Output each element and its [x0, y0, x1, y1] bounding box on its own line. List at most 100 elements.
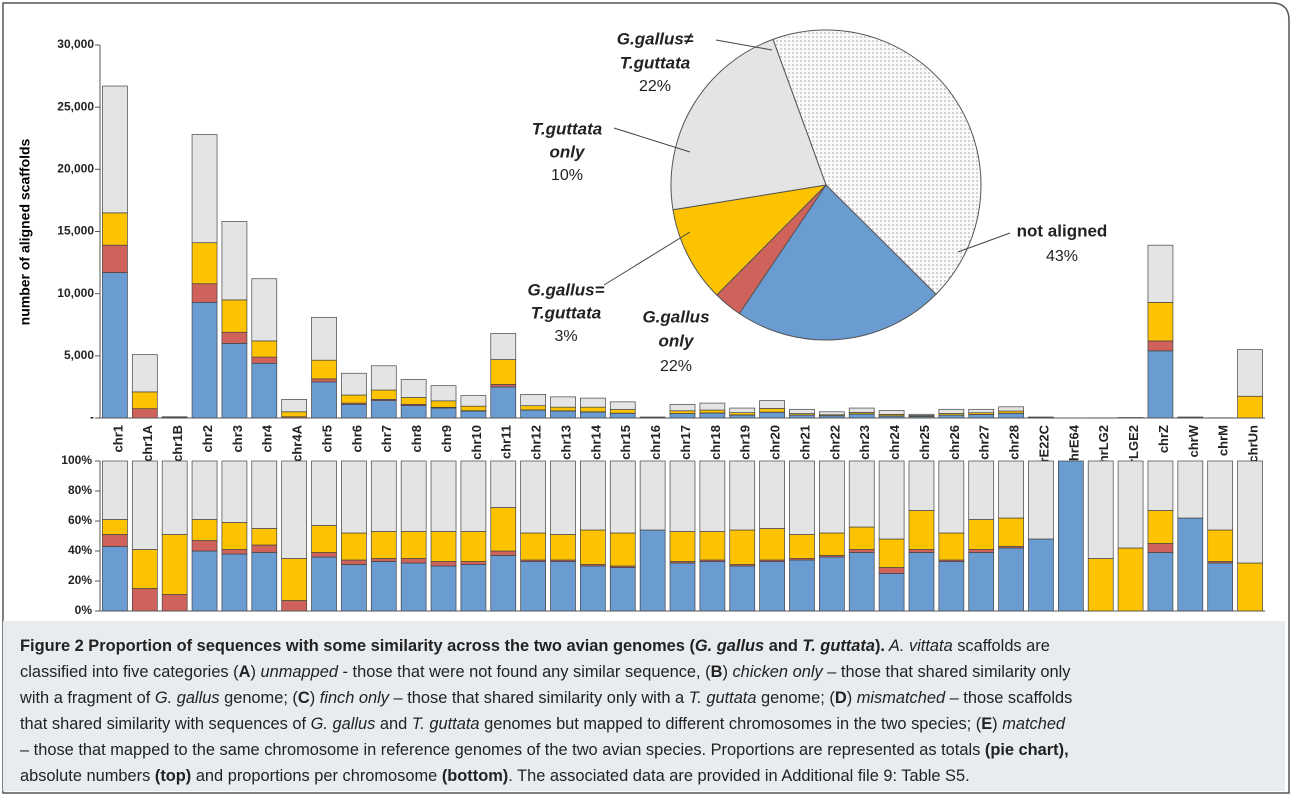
- bar-segment: [161, 416, 188, 418]
- bar-segment: [819, 532, 845, 556]
- bar-segment: [609, 412, 636, 419]
- bar-segment: [221, 549, 248, 555]
- bar-segment: [161, 534, 188, 595]
- bar-segment: [908, 549, 935, 553]
- bar-segment: [430, 400, 457, 408]
- caption-line: classified into five categories (A) unma…: [20, 659, 1285, 685]
- x-tick-label: chr13: [558, 425, 573, 460]
- x-tick-label: chr24: [887, 424, 902, 459]
- bar-segment: [400, 562, 427, 612]
- x-tick-label: chr20: [768, 425, 783, 460]
- bar-segment: [998, 406, 1024, 412]
- bar-segment: [669, 562, 696, 612]
- bar-segment: [550, 396, 576, 408]
- bar-segment: [520, 561, 546, 612]
- bar-segment: [490, 507, 517, 552]
- caption-text: matched: [1002, 715, 1066, 733]
- y-tick-label: 60%: [68, 513, 92, 527]
- bar-segment: [938, 532, 965, 561]
- bar-segment: [251, 544, 278, 553]
- bar-segment: [430, 460, 457, 532]
- bar-segment: [102, 272, 128, 419]
- caption: Figure 2 Proportion of sequences with so…: [3, 621, 1285, 791]
- bar-segment: [580, 460, 606, 531]
- bar-segment: [251, 340, 278, 358]
- x-tick-label: chr18: [708, 425, 723, 460]
- bar-segment: [1237, 562, 1263, 612]
- bar-segment: [131, 549, 158, 589]
- bar-segment: [460, 405, 487, 412]
- bar-segment: [311, 381, 337, 419]
- caption-text: ): [722, 663, 733, 681]
- x-tick-label: chr21: [797, 425, 812, 460]
- caption-line: Figure 2 Proportion of sequences with so…: [20, 633, 1285, 659]
- caption-text: . The associated data are provided in Ad…: [508, 767, 970, 785]
- caption-text: Figure 2 Proportion of sequences with so…: [20, 637, 695, 655]
- bar-segment: [1207, 562, 1234, 612]
- caption-line: that shared similarity with sequences of…: [20, 711, 1285, 737]
- bar-segment: [908, 510, 935, 550]
- bar-segment: [281, 460, 308, 559]
- bar-segment: [430, 561, 457, 567]
- bar-segment: [102, 534, 128, 547]
- bar-segment: [1237, 460, 1263, 564]
- x-tick-label: chr1B: [170, 425, 185, 462]
- x-tick-label: chr3: [230, 425, 245, 452]
- y-tick-label: 100%: [61, 453, 92, 467]
- bar-segment: [311, 460, 337, 526]
- bar-segment: [102, 212, 128, 246]
- pie-label: T.guttata: [531, 303, 602, 322]
- bar-segment: [400, 460, 427, 532]
- bar-segment: [699, 561, 726, 612]
- bar-segment: [759, 400, 785, 409]
- bar-segment: [968, 408, 995, 414]
- bar-segment: [131, 588, 158, 612]
- y-tick-label: 5,000: [64, 348, 94, 362]
- caption-text: (bottom): [441, 767, 509, 785]
- bar-segment: [580, 565, 606, 612]
- x-tick-label: chr4: [260, 424, 275, 452]
- bar-segment: [669, 403, 696, 412]
- caption-text: G. gallus: [310, 715, 376, 733]
- x-tick-label: chr23: [857, 425, 872, 460]
- x-tick-label: chr28: [1007, 425, 1022, 460]
- bar-segment: [669, 413, 696, 419]
- bar-segment: [580, 529, 606, 565]
- bar-segment: [490, 460, 517, 508]
- pie-label: G.gallus≠: [617, 29, 694, 48]
- bar-segment: [998, 517, 1024, 547]
- y-tick-label: 20%: [68, 573, 92, 587]
- leader-line: [603, 231, 691, 286]
- x-tick-label: chr9: [439, 425, 454, 452]
- bar-segment: [789, 408, 815, 414]
- x-tick-label: chrM: [1216, 425, 1231, 456]
- bar-segment: [1028, 538, 1054, 612]
- bar-segment: [1057, 460, 1084, 612]
- caption-text: T. guttata: [411, 715, 480, 733]
- y-tick-label: 30,000: [57, 37, 94, 51]
- caption-text: T. guttata: [802, 637, 875, 655]
- bar-segment: [520, 532, 546, 561]
- bar-segment: [968, 414, 995, 419]
- bar-segment: [789, 534, 815, 559]
- x-tick-label: chr8: [409, 425, 424, 452]
- bar-segment: [998, 547, 1024, 612]
- bar-segment: [609, 532, 636, 567]
- bar-segment: [191, 460, 218, 520]
- bar-segment: [938, 561, 965, 612]
- pie-label: G.gallus: [642, 307, 709, 326]
- bar-segment: [848, 407, 875, 413]
- bar-segment: [400, 379, 427, 398]
- caption-text: – those that shared similarity only with…: [389, 689, 689, 707]
- leader-line: [715, 39, 773, 51]
- bar-segment: [221, 460, 248, 523]
- pie-slice: [672, 184, 828, 296]
- bar-segment: [370, 389, 397, 400]
- x-tick-label: chr1A: [140, 424, 155, 461]
- leader-line: [613, 127, 691, 153]
- x-tick-label: chr10: [469, 425, 484, 460]
- caption-text: G. gallus: [154, 689, 220, 707]
- bar-segment: [998, 412, 1024, 419]
- bar-segment: [1147, 302, 1174, 342]
